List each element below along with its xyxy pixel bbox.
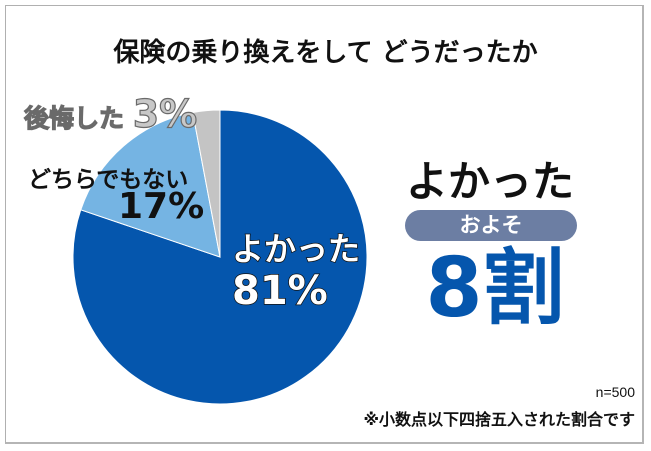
pie-slice-1: [80, 111, 221, 258]
callout-big-number: 8割: [425, 241, 565, 336]
label-regret-pct: 3%: [132, 91, 198, 136]
label-neutral-name: どちらでもない: [28, 167, 189, 193]
label-regret: 後悔した 3%: [23, 91, 198, 136]
label-neutral-pct: 17%: [118, 186, 205, 227]
chart-title: 保険の乗り換えをして どうだったか: [113, 38, 538, 68]
label-good-name: よかった: [231, 229, 361, 269]
sample-size: n=500: [595, 384, 635, 400]
callout-headline: よかった: [405, 157, 574, 206]
rounding-note: ※小数点以下四捨五入された割合です: [363, 410, 635, 429]
label-regret-name: 後悔した: [23, 103, 125, 133]
pie-slice-2: [192, 109, 221, 258]
callout-pill: およそ: [405, 210, 577, 241]
label-good-pct: 81%: [231, 267, 328, 315]
